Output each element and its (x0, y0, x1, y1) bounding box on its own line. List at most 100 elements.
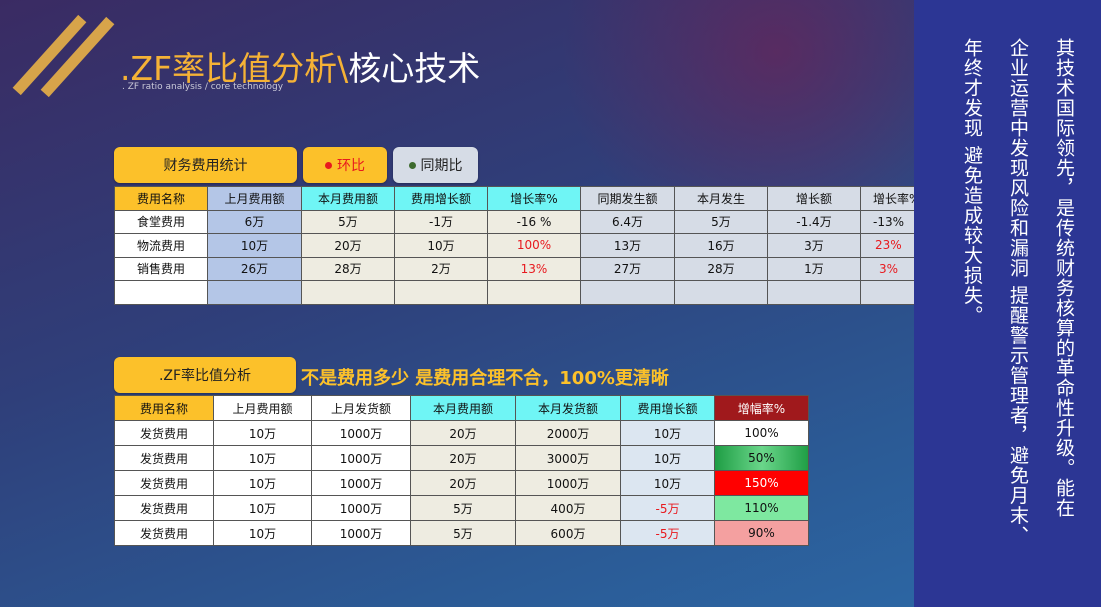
table-row: 发货费用 10万 1000万 20万 2000万 10万 100% (114, 420, 809, 446)
table-cell (301, 280, 395, 305)
table-row: 发货费用 10万 1000万 20万 1000万 10万 150% (114, 470, 809, 496)
table-cell: 10万 (394, 233, 488, 258)
table-cell: -1万 (394, 209, 488, 234)
table-cell: 10万 (207, 233, 302, 258)
table-row: 物流费用 10万 20万 10万 100% 13万 16万 3万 23% (114, 233, 917, 258)
table-row: 食堂费用 6万 5万 -1万 -16 % 6.4万 5万 -1.4万 -13% (114, 209, 917, 234)
table-cell (114, 280, 208, 305)
table-header: 费用增长额 (394, 186, 488, 211)
table-cell: 5万 (410, 520, 516, 546)
table-header: 同期发生额 (580, 186, 675, 211)
finance-stats-label: 财务费用统计 (163, 158, 248, 174)
page-subtitle: . ZF ratio analysis / core technology (122, 82, 284, 92)
table-header: 费用增长额 (620, 395, 715, 421)
zf-ratio-table: 费用名称 上月费用额 上月发货额 本月费用额 本月发货额 费用增长额 增幅率% … (114, 395, 809, 546)
table-cell: 20万 (301, 233, 395, 258)
table-cell (580, 280, 675, 305)
table-row (114, 280, 917, 305)
green-dot-icon (408, 161, 416, 169)
table-header: 增幅率% (714, 395, 809, 421)
table-header: 本月发生 (674, 186, 768, 211)
table-cell: 16万 (674, 233, 768, 258)
table-cell: 27万 (580, 256, 675, 281)
table-cell: 10万 (213, 420, 312, 446)
table-cell: 1000万 (515, 470, 621, 496)
table-cell: 10万 (620, 445, 715, 471)
table-header: 本月费用额 (301, 186, 395, 211)
table-header: 上月费用额 (213, 395, 312, 421)
table-cell: 食堂费用 (114, 209, 208, 234)
page-title: .ZF率比值分析\核心技术 (120, 49, 481, 88)
table-cell: -5万 (620, 520, 715, 546)
table-cell: 5万 (674, 209, 768, 234)
table-cell: 20万 (410, 420, 516, 446)
table-cell: 5万 (301, 209, 395, 234)
tab-yoy[interactable]: 同期比 (393, 147, 478, 183)
table-cell: 6万 (207, 209, 302, 234)
table-cell: 13万 (580, 233, 675, 258)
panel-text-col3: 年终才发现 避免造成较大损失。 (961, 38, 983, 326)
table-row: 发货费用 10万 1000万 5万 400万 -5万 110% (114, 495, 809, 521)
table-cell (674, 280, 768, 305)
tab-mom[interactable]: 环比 (303, 147, 387, 183)
logo-stripes-icon (12, 14, 115, 98)
table-cell: 20万 (410, 445, 516, 471)
table-cell: 销售费用 (114, 256, 208, 281)
finance-stats-table: 费用名称 上月费用额 本月费用额 费用增长额 增长率% 同期发生额 本月发生 增… (114, 186, 917, 305)
table-cell: 28万 (674, 256, 768, 281)
table-cell (767, 280, 861, 305)
table-header: 上月费用额 (207, 186, 302, 211)
table-cell: 600万 (515, 520, 621, 546)
table-cell: 3% (860, 256, 917, 281)
table-cell: 3000万 (515, 445, 621, 471)
table-cell: 28万 (301, 256, 395, 281)
table-cell (394, 280, 488, 305)
table-row: 发货费用 10万 1000万 5万 600万 -5万 90% (114, 520, 809, 546)
table-cell: 2000万 (515, 420, 621, 446)
table-cell: -1.4万 (767, 209, 861, 234)
table-cell: 1000万 (311, 520, 411, 546)
table-cell: 1000万 (311, 470, 411, 496)
table-header: 费用名称 (114, 395, 214, 421)
table-cell: 5万 (410, 495, 516, 521)
panel-text-col1: 其技术国际领先，是传统财务核算的革命性升级。能在 (1053, 38, 1075, 518)
table-header: 增长额 (767, 186, 861, 211)
table-cell: 发货费用 (114, 470, 214, 496)
table-cell (207, 280, 302, 305)
table-cell: -16 % (487, 209, 581, 234)
table-header: 本月费用额 (410, 395, 516, 421)
table-cell: 400万 (515, 495, 621, 521)
table-cell: 10万 (620, 420, 715, 446)
table-cell: 20万 (410, 470, 516, 496)
tab-yoy-label: 同期比 (420, 158, 463, 174)
table-cell: 10万 (213, 495, 312, 521)
table-cell: 100% (714, 420, 809, 446)
table-cell: 26万 (207, 256, 302, 281)
table-header: 本月发货额 (515, 395, 621, 421)
table-cell: 1000万 (311, 495, 411, 521)
table-cell: 1000万 (311, 445, 411, 471)
zf-ratio-button[interactable]: .ZF率比值分析 (114, 357, 296, 393)
table-cell: 13% (487, 256, 581, 281)
table-cell: 6.4万 (580, 209, 675, 234)
panel-text-col2: 企业运营中发现风险和漏洞 提醒警示管理者，避免月末、 (1007, 38, 1029, 546)
table-cell: 发货费用 (114, 420, 214, 446)
table-row: 销售费用 26万 28万 2万 13% 27万 28万 1万 3% (114, 256, 917, 281)
table-cell: 10万 (213, 445, 312, 471)
table-cell: -5万 (620, 495, 715, 521)
table-row: 发货费用 10万 1000万 20万 3000万 10万 50% (114, 445, 809, 471)
finance-stats-button[interactable]: 财务费用统计 (114, 147, 297, 183)
table-cell: 110% (714, 495, 809, 521)
table-header-row: 费用名称 上月费用额 上月发货额 本月费用额 本月发货额 费用增长额 增幅率% (114, 395, 809, 421)
table-header: 上月发货额 (311, 395, 411, 421)
table-header-row: 费用名称 上月费用额 本月费用额 费用增长额 增长率% 同期发生额 本月发生 增… (114, 186, 917, 211)
tab-mom-label: 环比 (337, 158, 365, 174)
table-header: 增长率% (487, 186, 581, 211)
table-cell: 10万 (620, 470, 715, 496)
slogan-text: 不是费用多少 是费用合理不合，100%更清晰 (301, 368, 669, 389)
table-cell: 10万 (213, 520, 312, 546)
table-cell: 发货费用 (114, 445, 214, 471)
table-cell: 3万 (767, 233, 861, 258)
zf-ratio-label: .ZF率比值分析 (158, 368, 252, 384)
table-cell: 10万 (213, 470, 312, 496)
